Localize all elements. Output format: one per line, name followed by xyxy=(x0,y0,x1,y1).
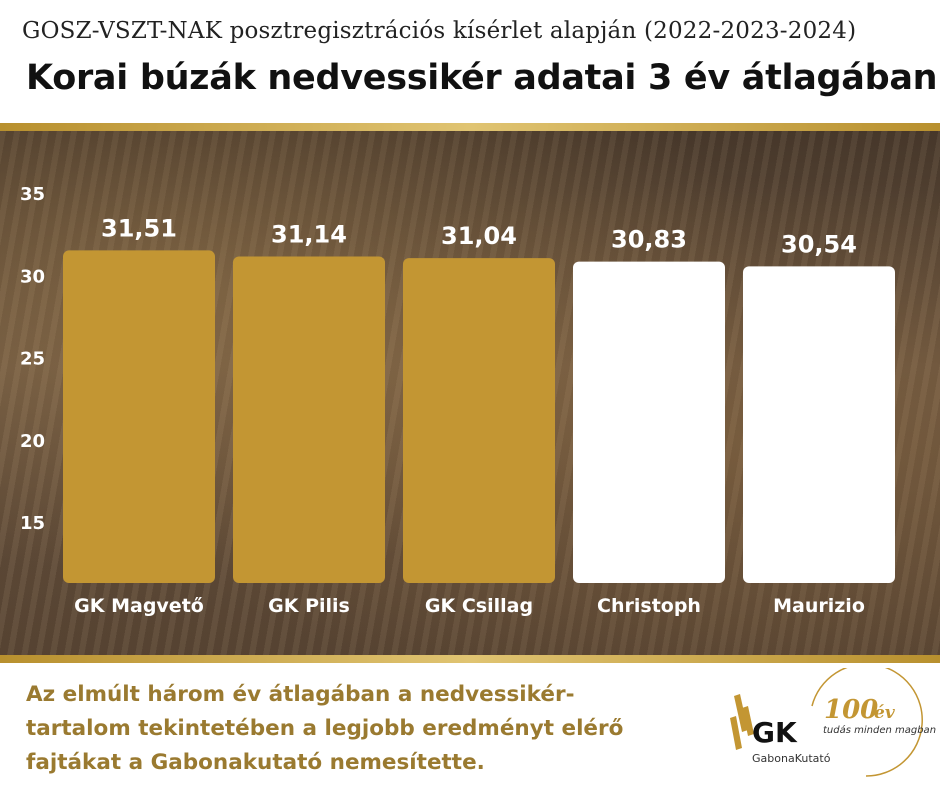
logo-slogan: tudás minden magban xyxy=(823,724,936,736)
bar-2 xyxy=(233,256,385,583)
footer-line: fajtákat a Gabonakutató nemesítette. xyxy=(26,750,485,775)
bar-1 xyxy=(63,250,215,583)
footer-text: Az elmúlt három év átlagában a nedvessik… xyxy=(26,678,666,780)
bar-4 xyxy=(573,261,725,583)
category-labels: GK Magvető GK Pilis GK Csillag Christoph Mau… xyxy=(74,595,865,617)
value-label: 30,83 xyxy=(611,226,687,254)
gabonakutato-logo: GK GabonaKutató 100 év tudás minden magb… xyxy=(730,668,936,777)
y-axis-ticks: 15 20 25 30 35 xyxy=(20,184,45,534)
y-tick-label: 20 xyxy=(20,431,45,452)
category-label: GK Magvető xyxy=(74,595,204,617)
wheat-logo-icon xyxy=(730,694,754,750)
bar-3 xyxy=(403,258,555,583)
bar-5 xyxy=(743,266,895,583)
y-tick-label: 15 xyxy=(20,513,45,534)
y-tick-label: 25 xyxy=(20,349,45,370)
y-tick-label: 35 xyxy=(20,184,45,205)
value-label: 31,04 xyxy=(441,222,517,250)
chart-subtitle: GOSZ-VSZT-NAK posztregisztrációs kísérle… xyxy=(22,18,857,44)
value-label: 30,54 xyxy=(781,230,857,258)
category-label: Maurizio xyxy=(773,595,865,617)
footer-line: tartalom tekintetében a legjobb eredmény… xyxy=(26,716,624,741)
footer-line: Az elmúlt három év átlagában a nedvessik… xyxy=(26,682,575,707)
logo-brand: GK xyxy=(752,716,798,749)
value-label: 31,14 xyxy=(271,221,347,249)
value-label: 31,51 xyxy=(101,214,177,242)
category-label: GK Csillag xyxy=(425,595,533,617)
anniversary-arc xyxy=(811,668,923,777)
category-label: Christoph xyxy=(597,595,701,617)
bottom-gold-divider xyxy=(0,655,940,663)
bar-chart: 15 20 25 30 35 31,51 31,14 31,04 30,83 30,54 GK … xyxy=(20,184,895,617)
logo-name: GabonaKutató xyxy=(752,752,831,765)
bars xyxy=(63,250,895,583)
anniversary-number: 100 xyxy=(824,695,878,725)
value-labels: 31,51 31,14 31,04 30,83 30,54 xyxy=(101,214,857,258)
chart-title: Korai búzák nedvessikér adatai 3 év átla… xyxy=(26,58,938,98)
category-label: GK Pilis xyxy=(268,595,350,617)
y-tick-label: 30 xyxy=(20,266,45,287)
top-gold-divider xyxy=(0,123,940,131)
anniversary-unit: év xyxy=(874,703,896,723)
